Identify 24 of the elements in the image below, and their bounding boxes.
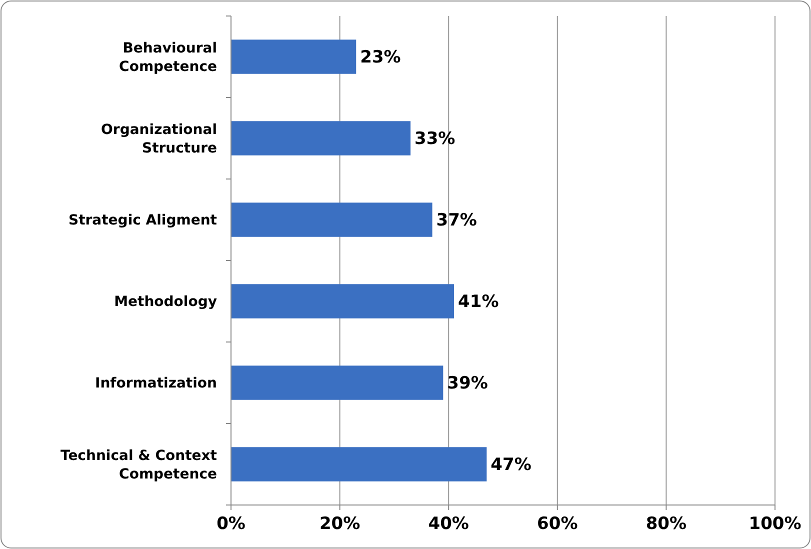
bar [231, 40, 356, 74]
y-tick-label: Informatization [95, 376, 217, 392]
bar [231, 202, 432, 237]
bar [231, 447, 487, 482]
x-tick-label: 80% [646, 514, 687, 534]
y-tick-label: Behavioural Competence [119, 40, 217, 75]
bar [231, 121, 411, 156]
data-label: 37% [436, 210, 477, 231]
y-tick-label: Technical & Context Competence [60, 448, 218, 482]
x-tick-label: 100% [748, 514, 802, 534]
data-label: 33% [414, 129, 456, 150]
x-tick-label: 60% [537, 514, 578, 534]
y-tick-label: Organizational Structure [101, 122, 217, 156]
x-tick-label: 20% [319, 514, 360, 534]
bar [231, 366, 444, 400]
bar [231, 284, 454, 318]
data-label: 23% [360, 48, 401, 68]
x-tick-label: 40% [428, 514, 469, 534]
y-tick-label: Methodology [114, 294, 217, 310]
x-tick-label: 0% [216, 514, 246, 534]
data-label: 41% [458, 292, 499, 312]
y-tick-label: Strategic Aligment [68, 212, 218, 229]
data-label: 47% [490, 455, 532, 476]
data-label: 39% [447, 374, 488, 394]
